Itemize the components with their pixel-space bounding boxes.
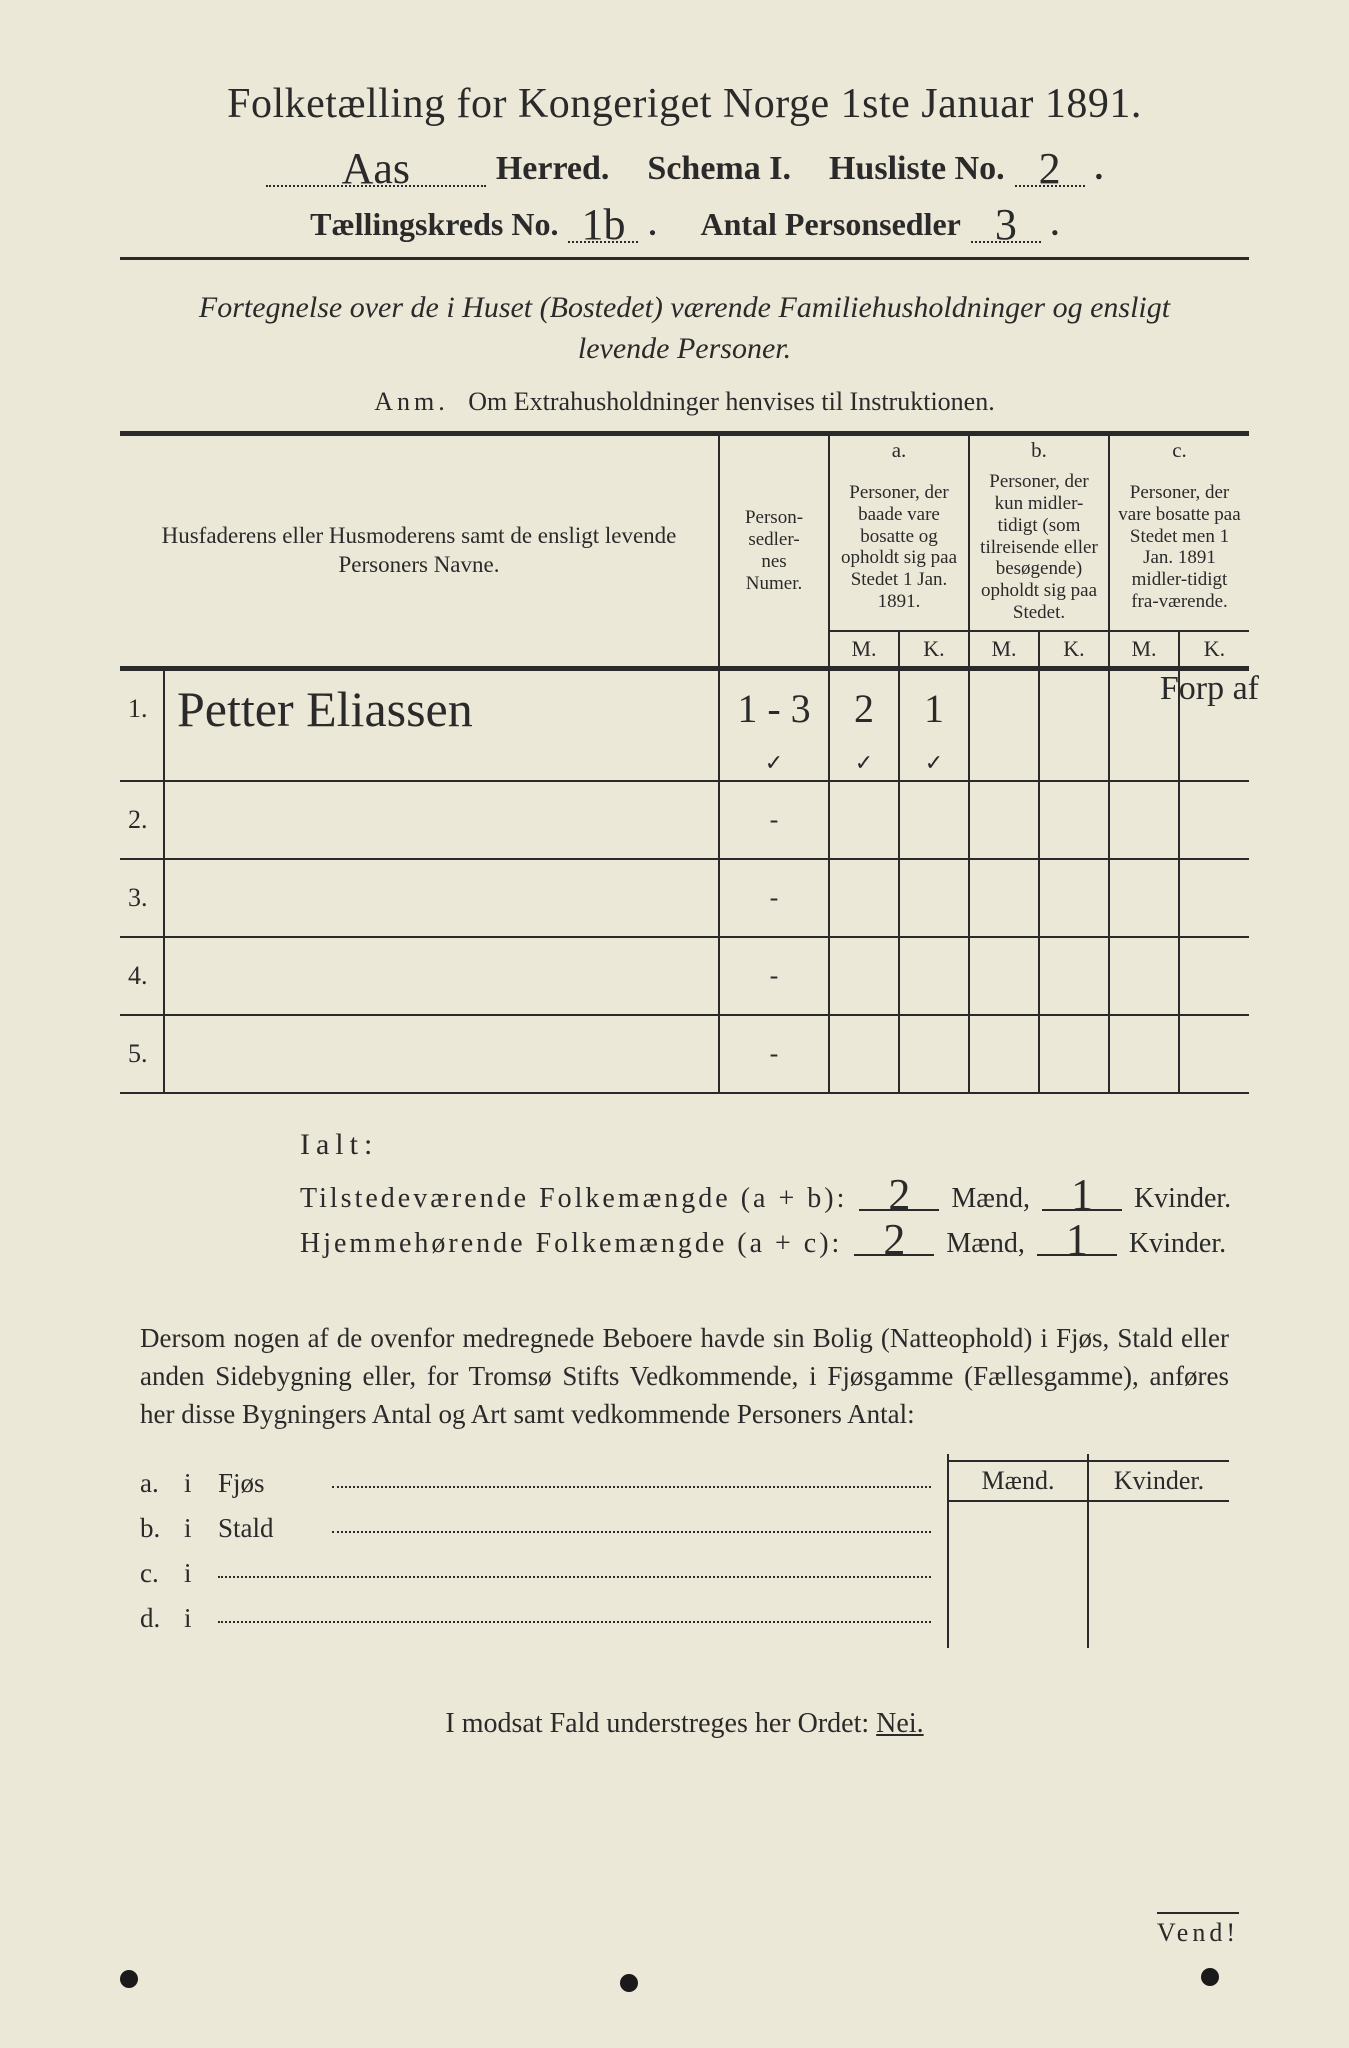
- nei-word: Nei.: [876, 1708, 923, 1739]
- lower-col-maend: Mænd.: [949, 1454, 1089, 1648]
- lower-line: d. i: [140, 1603, 931, 1634]
- header-line-3: Tællingskreds No. 1b . Antal Personsedle…: [120, 206, 1249, 243]
- kreds-value: 1b: [568, 210, 638, 243]
- table-row: 5. -: [120, 1015, 1249, 1093]
- col-a-label: a.: [829, 434, 969, 466]
- anm-label: Anm.: [374, 387, 449, 416]
- table-row-ticks: ✓ ✓ ✓: [120, 746, 1249, 781]
- col-c-text: Personer, der vare bosatte paa Stedet me…: [1109, 465, 1249, 631]
- lower-table: a. i Fjøs b. i Stald c. i d. i: [140, 1454, 1229, 1648]
- ialt-row-1: Tilstedeværende Folkemængde (a + b): 2 M…: [300, 1180, 1249, 1215]
- col-a-m: M.: [829, 631, 899, 669]
- table-row: 2. -: [120, 781, 1249, 859]
- col-a-text: Personer, der baade vare bosatte og opho…: [829, 465, 969, 631]
- punch-hole-icon: [620, 1974, 638, 1992]
- punch-hole-icon: [120, 1970, 138, 1988]
- table-row: 4. -: [120, 937, 1249, 1015]
- census-form-page: Folketælling for Kongeriget Norge 1ste J…: [0, 0, 1349, 2048]
- page-title: Folketælling for Kongeriget Norge 1ste J…: [120, 80, 1249, 128]
- lower-line: a. i Fjøs: [140, 1468, 931, 1499]
- lower-paragraph: Dersom nogen af de ovenfor medregnede Be…: [140, 1320, 1229, 1433]
- form-subtitle: Fortegnelse over de i Huset (Bostedet) v…: [160, 288, 1209, 369]
- ialt-label: Ialt:: [300, 1128, 1249, 1162]
- antal-value: 3: [971, 210, 1041, 243]
- table-row: 1. Petter Eliassen 1 - 3 2 1: [120, 668, 1249, 746]
- herred-value: Aas: [266, 154, 486, 187]
- dotted-fill: [218, 1621, 931, 1623]
- ialt-r2-k: 1: [1037, 1227, 1117, 1255]
- punch-hole-icon: [1201, 1968, 1219, 1986]
- col-names: Husfaderens eller Husmoderens samt de en…: [120, 434, 719, 669]
- table-row: 3. -: [120, 859, 1249, 937]
- census-table: Husfaderens eller Husmoderens samt de en…: [120, 431, 1249, 1094]
- header-line-2: Aas Herred. Schema I. Husliste No. 2 .: [120, 150, 1249, 188]
- divider: [120, 257, 1249, 260]
- col-c-label: c.: [1109, 434, 1249, 466]
- schema-label: Schema I.: [647, 150, 791, 188]
- name-cell: Petter Eliassen: [164, 668, 719, 746]
- herred-label: Herred.: [496, 150, 610, 188]
- lower-left: a. i Fjøs b. i Stald c. i d. i: [140, 1454, 947, 1648]
- antal-label: Antal Personsedler: [700, 206, 960, 243]
- lower-col-kvinder: Kvinder.: [1089, 1454, 1229, 1648]
- nei-line: I modsat Fald understreges her Ordet: Ne…: [120, 1708, 1249, 1740]
- margin-annotation: Forp af: [1160, 670, 1259, 708]
- ialt-r2-m: 2: [854, 1227, 934, 1255]
- col-a-k: K.: [899, 631, 969, 669]
- dotted-fill: [332, 1531, 931, 1533]
- kreds-label: Tællingskreds No.: [310, 206, 558, 243]
- lower-line: c. i: [140, 1558, 931, 1589]
- ialt-r1-m: 2: [859, 1182, 939, 1210]
- col-b-m: M.: [969, 631, 1039, 669]
- lower-right: Mænd. Kvinder.: [947, 1454, 1229, 1648]
- lower-line: b. i Stald: [140, 1513, 931, 1544]
- anm-note: Anm. Om Extrahusholdninger henvises til …: [120, 387, 1249, 417]
- husliste-label: Husliste No.: [829, 150, 1005, 188]
- col-b-label: b.: [969, 434, 1109, 466]
- col-c-m: M.: [1109, 631, 1179, 669]
- totals-block: Ialt: Tilstedeværende Folkemængde (a + b…: [300, 1128, 1249, 1260]
- husliste-value: 2: [1015, 154, 1085, 187]
- dotted-fill: [332, 1486, 931, 1488]
- vend-label: Vend!: [1157, 1912, 1239, 1948]
- ialt-r1-k: 1: [1042, 1182, 1122, 1210]
- col-c-k: K.: [1179, 631, 1249, 669]
- col-b-k: K.: [1039, 631, 1109, 669]
- ialt-row-2: Hjemmehørende Folkemængde (a + c): 2 Mæn…: [300, 1225, 1249, 1260]
- dotted-fill: [218, 1576, 931, 1578]
- anm-text: Om Extrahusholdninger henvises til Instr…: [468, 387, 994, 416]
- col-numer: Person- sedler- nes Numer.: [719, 434, 829, 669]
- col-b-text: Personer, der kun midler-tidigt (som til…: [969, 465, 1109, 631]
